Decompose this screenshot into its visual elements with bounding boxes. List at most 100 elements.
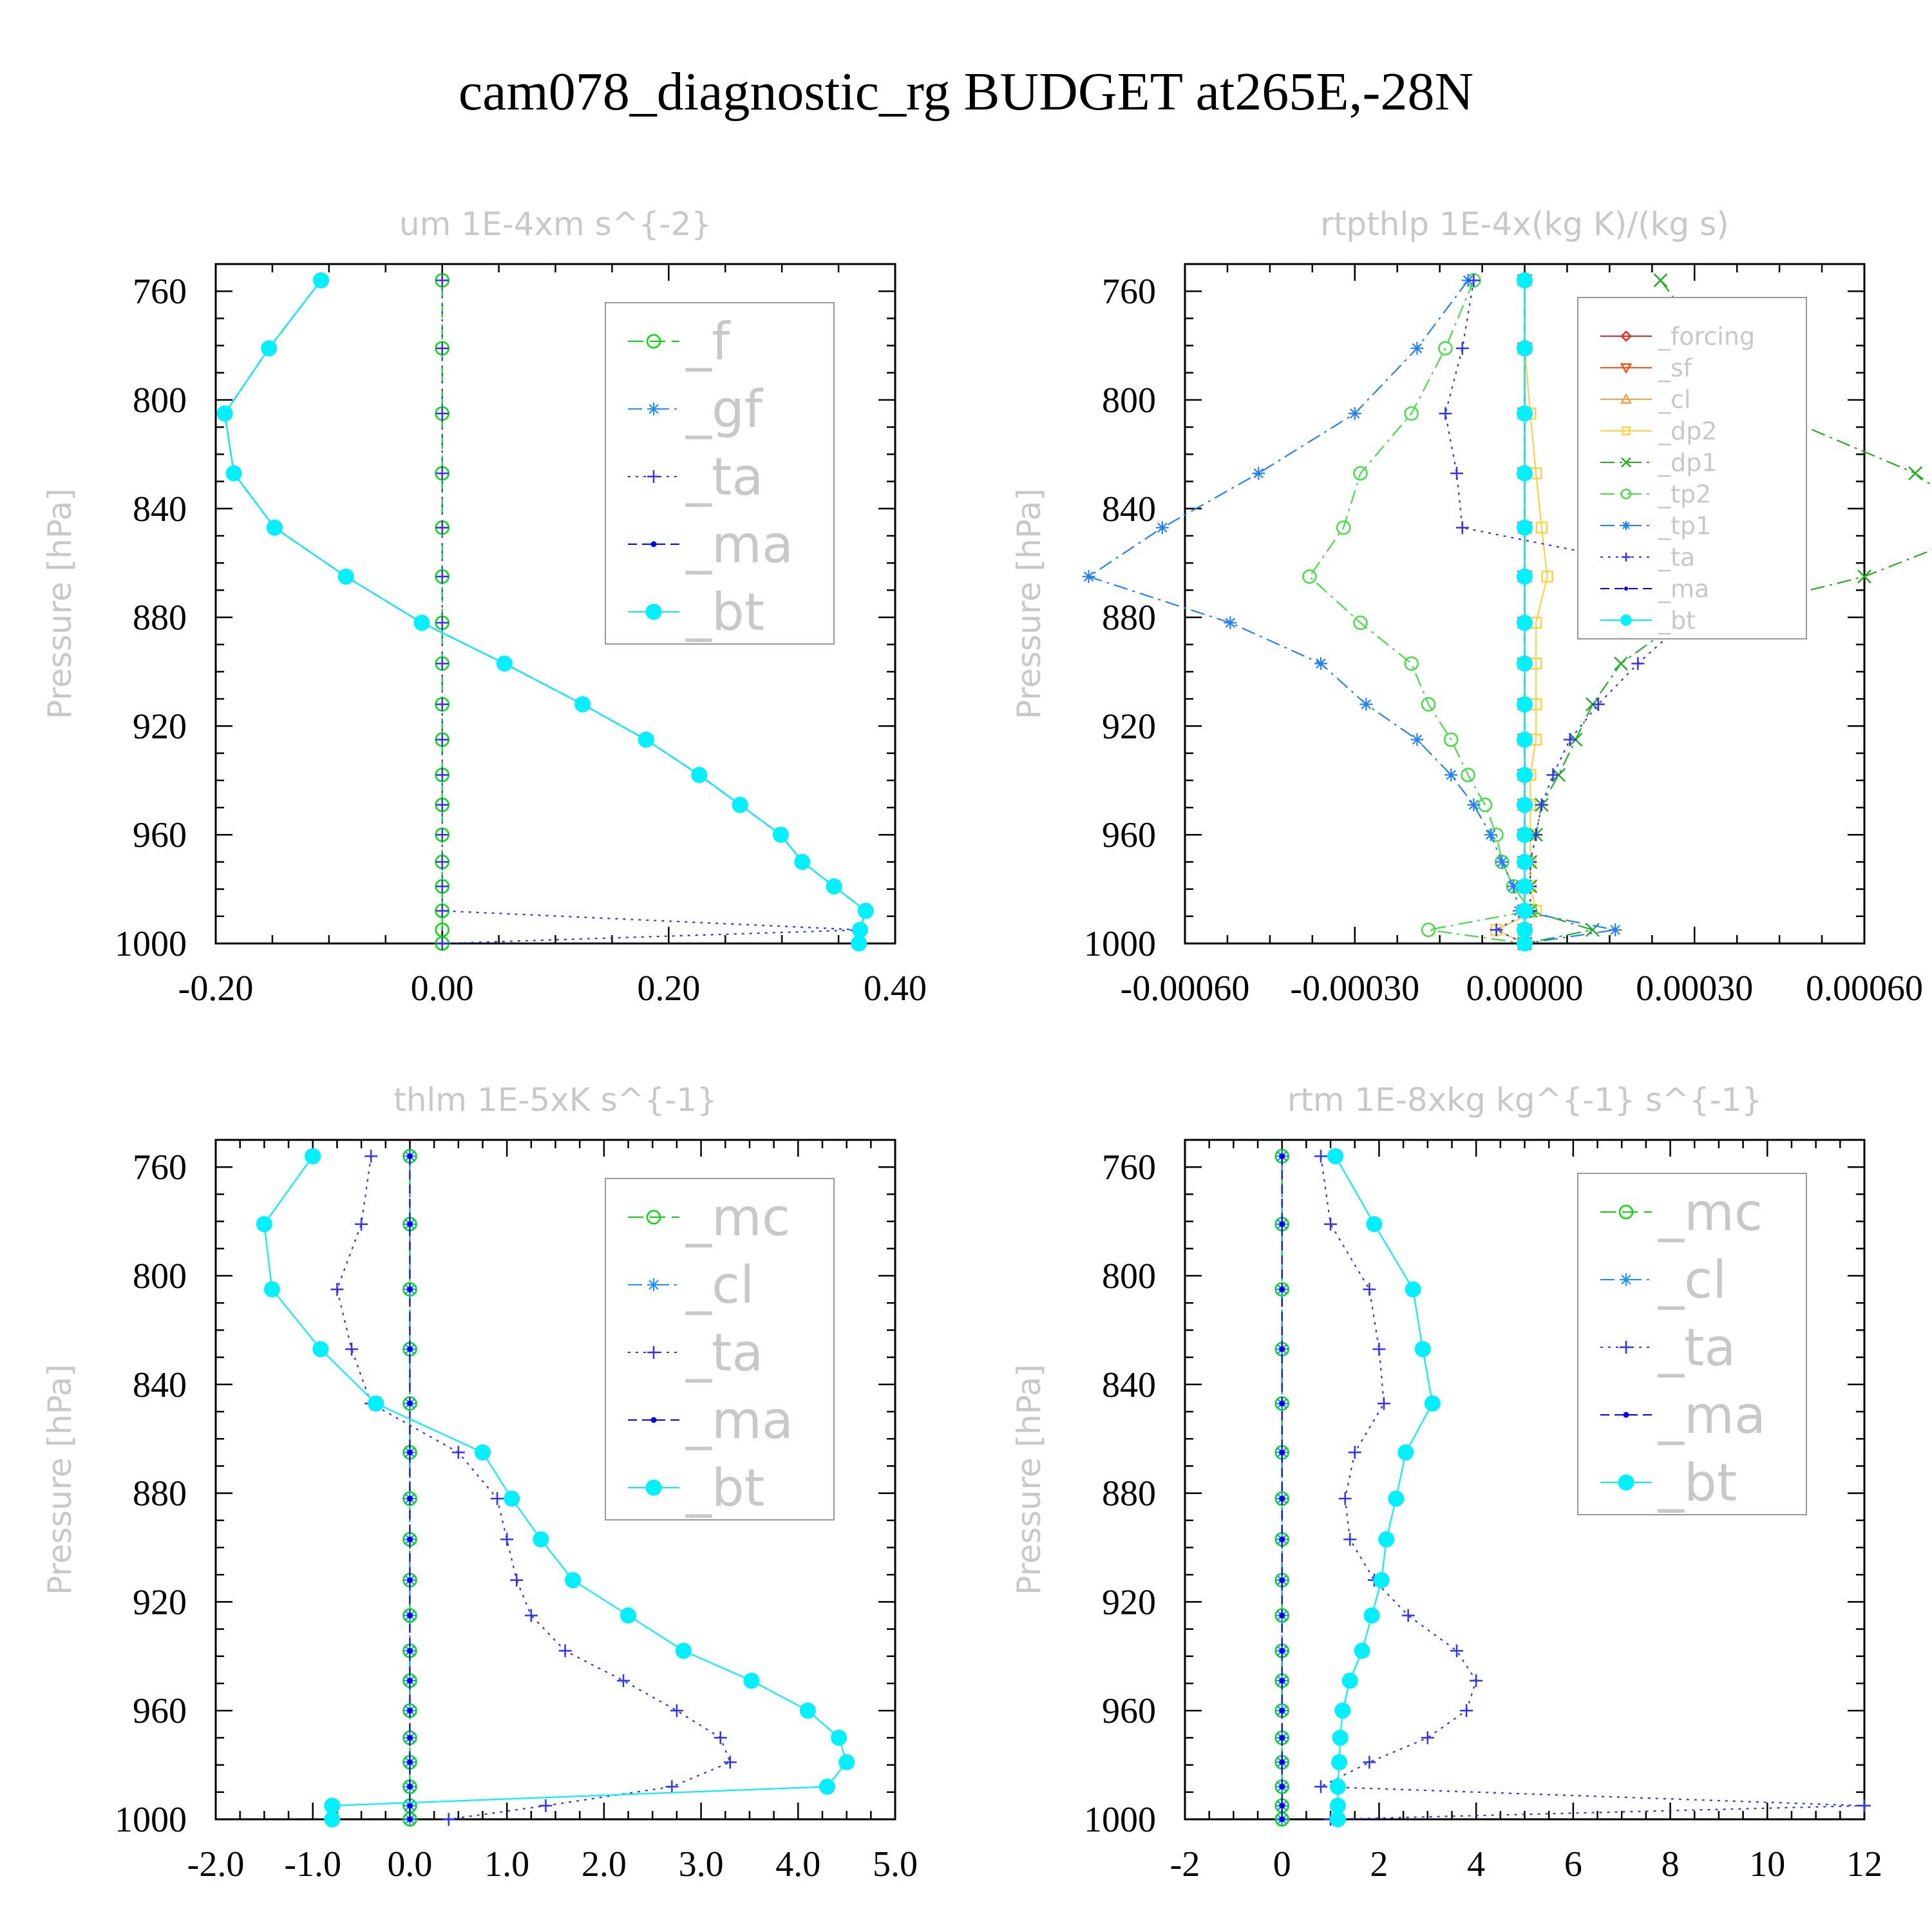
plus-marker xyxy=(647,470,660,483)
filled-circle-marker xyxy=(324,1811,341,1828)
y-tick-label: 840 xyxy=(133,489,187,529)
circle-marker xyxy=(1421,697,1436,712)
x-tick-label: 1.0 xyxy=(484,1844,529,1884)
filled-circle-marker xyxy=(1517,696,1533,713)
filled-circle-marker xyxy=(1334,1702,1351,1719)
filled-circle-marker xyxy=(1354,1642,1370,1659)
filled-circle-marker xyxy=(1414,1341,1431,1358)
filled-circle-marker xyxy=(1517,465,1533,482)
dot-marker xyxy=(406,1647,413,1654)
chart-panel: rtpthlp 1E-4x(kg K)/(kg s) Pressure [hPa]… xyxy=(1010,205,1932,1009)
plus-marker xyxy=(1314,1780,1327,1794)
series-bt xyxy=(216,272,874,952)
x-tick-label: 4.0 xyxy=(775,1844,820,1884)
square-marker xyxy=(1541,571,1553,583)
filled-circle-marker xyxy=(1363,1607,1380,1624)
dot-marker xyxy=(1279,1647,1285,1654)
plus-marker xyxy=(1439,407,1452,421)
circle-marker xyxy=(1421,922,1436,938)
plus-marker xyxy=(1546,768,1560,782)
plus-marker xyxy=(1450,1644,1463,1658)
plus-marker xyxy=(500,1533,514,1546)
dot-marker xyxy=(1279,1449,1285,1455)
dot-marker xyxy=(406,1346,413,1352)
plus-marker xyxy=(435,616,449,630)
y-tick-label: 1000 xyxy=(1084,1800,1156,1840)
plus-marker xyxy=(647,1346,660,1359)
triangle-marker xyxy=(1620,393,1633,404)
filled-circle-marker xyxy=(313,272,330,289)
filled-circle-marker xyxy=(772,826,789,843)
filled-circle-marker xyxy=(266,519,283,536)
triangle-down-marker xyxy=(1620,363,1633,374)
y-tick-label: 800 xyxy=(133,381,187,421)
dot-marker xyxy=(1279,1816,1285,1823)
filled-circle-marker xyxy=(743,1672,760,1689)
plus-marker xyxy=(435,697,449,711)
filled-circle-marker xyxy=(1378,1531,1395,1548)
filled-circle-marker xyxy=(1517,797,1533,813)
y-tick-label: 960 xyxy=(133,1691,187,1731)
plus-marker xyxy=(714,1731,727,1745)
x-tick-label: 4 xyxy=(1467,1844,1485,1884)
filled-circle-marker xyxy=(645,603,662,620)
panel-title: thlm 1E-5xK s^{-1} xyxy=(393,1081,717,1119)
y-tick-label: 800 xyxy=(1102,381,1156,421)
legend-entry-label: _ta xyxy=(685,447,763,507)
filled-circle-marker xyxy=(1517,766,1533,783)
circle-marker xyxy=(1461,768,1475,782)
dot-marker xyxy=(1624,586,1629,591)
x-tick-label: 0.40 xyxy=(864,969,927,1009)
legend-entry-label: _bt xyxy=(1658,606,1696,634)
chart-panel: um 1E-4xm s^{-2} Pressure [hPa] 760 800 840 8… xyxy=(41,205,927,1009)
dot-marker xyxy=(406,1816,413,1823)
x-tick-label: -0.00030 xyxy=(1290,969,1419,1009)
plus-marker xyxy=(435,880,449,893)
circle-marker xyxy=(1353,615,1368,630)
legend-entry-label: _mc xyxy=(685,1188,790,1247)
circle-marker xyxy=(1620,488,1632,500)
y-tick-label: 840 xyxy=(1102,1365,1156,1405)
filled-circle-marker xyxy=(1329,1778,1346,1795)
x-tick-label: 0.00030 xyxy=(1636,969,1753,1009)
dot-marker xyxy=(406,1759,413,1765)
plus-marker xyxy=(435,570,449,583)
plus-marker xyxy=(1363,1283,1376,1296)
plus-marker xyxy=(435,937,449,950)
cross-marker xyxy=(1908,466,1923,480)
dot-marker xyxy=(1279,1286,1285,1293)
asterisk-marker xyxy=(1467,798,1481,811)
dot-marker xyxy=(1279,1221,1285,1227)
x-tick-label: -2.0 xyxy=(187,1844,245,1884)
plus-marker xyxy=(435,341,449,355)
dot-marker xyxy=(1279,1153,1285,1159)
series-bt xyxy=(1327,1148,1441,1828)
filled-circle-marker xyxy=(1517,878,1533,895)
x-tick-label: 6 xyxy=(1564,1844,1582,1884)
chart-panel: rtm 1E-8xkg kg^{-1} s^{-1} Pressure [hPa]… xyxy=(1010,1081,1882,1884)
filled-circle-marker xyxy=(1331,1754,1348,1770)
cross-marker xyxy=(1621,457,1631,468)
filled-circle-marker xyxy=(337,568,354,585)
asterisk-marker xyxy=(1622,521,1631,530)
x-tick-label: 3.0 xyxy=(679,1844,724,1884)
chart-panel: thlm 1E-5xK s^{-1} Pressure [hPa] 760 800 84… xyxy=(41,1081,918,1884)
filled-circle-marker xyxy=(1517,902,1533,919)
y-tick-label: 960 xyxy=(1102,815,1156,855)
asterisk-marker xyxy=(1495,855,1509,869)
filled-circle-marker xyxy=(225,465,242,482)
filled-circle-marker xyxy=(1329,1797,1346,1814)
plus-marker xyxy=(442,1813,455,1826)
legend-entry-label: _mc xyxy=(1658,1182,1763,1242)
y-axis-label: Pressure [hPa] xyxy=(41,488,79,719)
legend-entry-label: _ma xyxy=(1658,574,1709,603)
filled-circle-marker xyxy=(1517,732,1533,748)
series-bt xyxy=(256,1148,855,1828)
filled-circle-marker xyxy=(691,766,708,783)
dot-marker xyxy=(1279,1783,1285,1790)
dot-marker xyxy=(406,1783,413,1790)
plus-marker xyxy=(435,407,449,421)
x-tick-label: 5.0 xyxy=(873,1844,918,1884)
plus-marker xyxy=(1421,1731,1434,1745)
